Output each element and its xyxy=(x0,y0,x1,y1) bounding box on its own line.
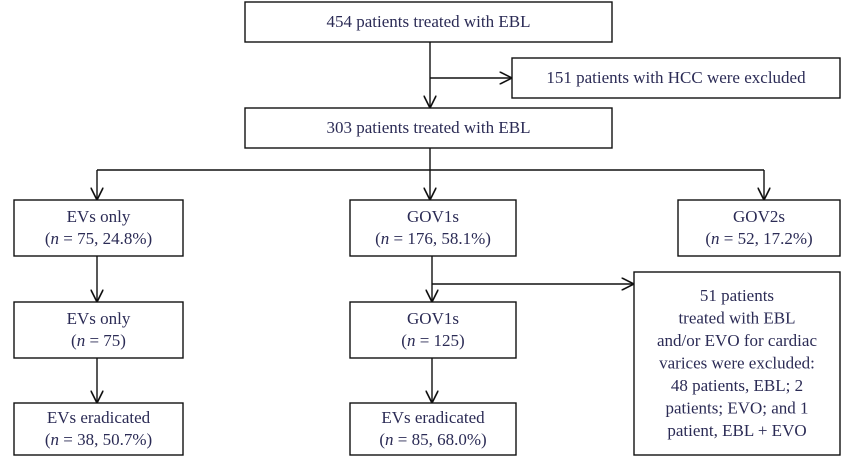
stat-part: = 176, 58.1%) xyxy=(389,229,491,248)
stat-part: = 85, 68.0%) xyxy=(394,430,487,449)
node-box xyxy=(244,107,613,149)
connectors xyxy=(97,42,764,403)
stat-part: ( xyxy=(71,331,77,350)
node-text: 51 patients xyxy=(700,286,774,305)
node-box xyxy=(349,402,517,456)
node-box xyxy=(349,301,517,359)
stat-part: n xyxy=(385,430,394,449)
node-text: 454 patients treated with EBL xyxy=(327,12,531,31)
node: 51 patients treated with EBL and/or EVO fo… xyxy=(633,271,841,456)
node: EVs only (n = 75, 24.8%) xyxy=(13,199,184,257)
node-text: EVs eradicated xyxy=(381,408,485,427)
node: 454 patients treated with EBL xyxy=(244,1,613,43)
stat-part: n xyxy=(51,229,60,248)
node-text: patient, EBL + EVO xyxy=(667,421,806,440)
node-box xyxy=(244,1,613,43)
stat-part: ( xyxy=(379,430,385,449)
stat-part: ( xyxy=(45,229,51,248)
node: 151 patients with HCC were excluded xyxy=(511,57,841,99)
stat-part: n xyxy=(77,331,86,350)
node-text: EVs only xyxy=(67,207,131,226)
node-box xyxy=(349,199,517,257)
node: 303 patients treated with EBL xyxy=(244,107,613,149)
node-box xyxy=(13,301,184,359)
node: EVs only (n = 75) xyxy=(13,301,184,359)
node-box xyxy=(633,271,841,456)
node-stat: (n = 52, 17.2%) xyxy=(705,229,812,248)
node-text: 48 patients, EBL; 2 xyxy=(671,376,803,395)
node-text: GOV1s xyxy=(407,309,459,328)
node-text: and/or EVO for cardiac xyxy=(657,331,817,350)
node-text: 151 patients with HCC were excluded xyxy=(546,68,806,87)
node-text: GOV2s xyxy=(733,207,785,226)
node-stat: (n = 125) xyxy=(401,331,464,350)
stat-part: ( xyxy=(45,430,51,449)
stat-part: ( xyxy=(375,229,381,248)
node-text: EVs only xyxy=(67,309,131,328)
node-text: GOV1s xyxy=(407,207,459,226)
node: GOV2s (n = 52, 17.2%) xyxy=(677,199,841,257)
stat-part: ( xyxy=(705,229,711,248)
node-text: 303 patients treated with EBL xyxy=(327,118,531,137)
stat-part: n xyxy=(381,229,390,248)
stat-part: n xyxy=(711,229,720,248)
node: EVs eradicated (n = 85, 68.0%) xyxy=(349,402,517,456)
stat-part: n xyxy=(407,331,416,350)
node-box xyxy=(677,199,841,257)
stat-part: = 75) xyxy=(85,331,126,350)
node-stat: (n = 75) xyxy=(71,331,126,350)
node-box xyxy=(13,402,184,456)
node-text: EVs eradicated xyxy=(47,408,151,427)
node-stat: (n = 85, 68.0%) xyxy=(379,430,486,449)
node-stat: (n = 75, 24.8%) xyxy=(45,229,152,248)
stat-part: n xyxy=(51,430,60,449)
node-box xyxy=(13,199,184,257)
stat-part: = 75, 24.8%) xyxy=(59,229,152,248)
node-text: patients; EVO; and 1 xyxy=(665,398,808,417)
stat-part: ( xyxy=(401,331,407,350)
node-stat: (n = 176, 58.1%) xyxy=(375,229,491,248)
node: GOV1s (n = 176, 58.1%) xyxy=(349,199,517,257)
stat-part: = 125) xyxy=(415,331,464,350)
node-stat: (n = 38, 50.7%) xyxy=(45,430,152,449)
stat-part: = 38, 50.7%) xyxy=(59,430,152,449)
node-text: varices were excluded: xyxy=(659,353,815,372)
node-box xyxy=(511,57,841,99)
node-text: treated with EBL xyxy=(678,308,795,327)
stat-part: = 52, 17.2%) xyxy=(720,229,813,248)
node: GOV1s(n = 125) xyxy=(349,301,517,359)
node: EVs eradicated (n = 38, 50.7%) xyxy=(13,402,184,456)
